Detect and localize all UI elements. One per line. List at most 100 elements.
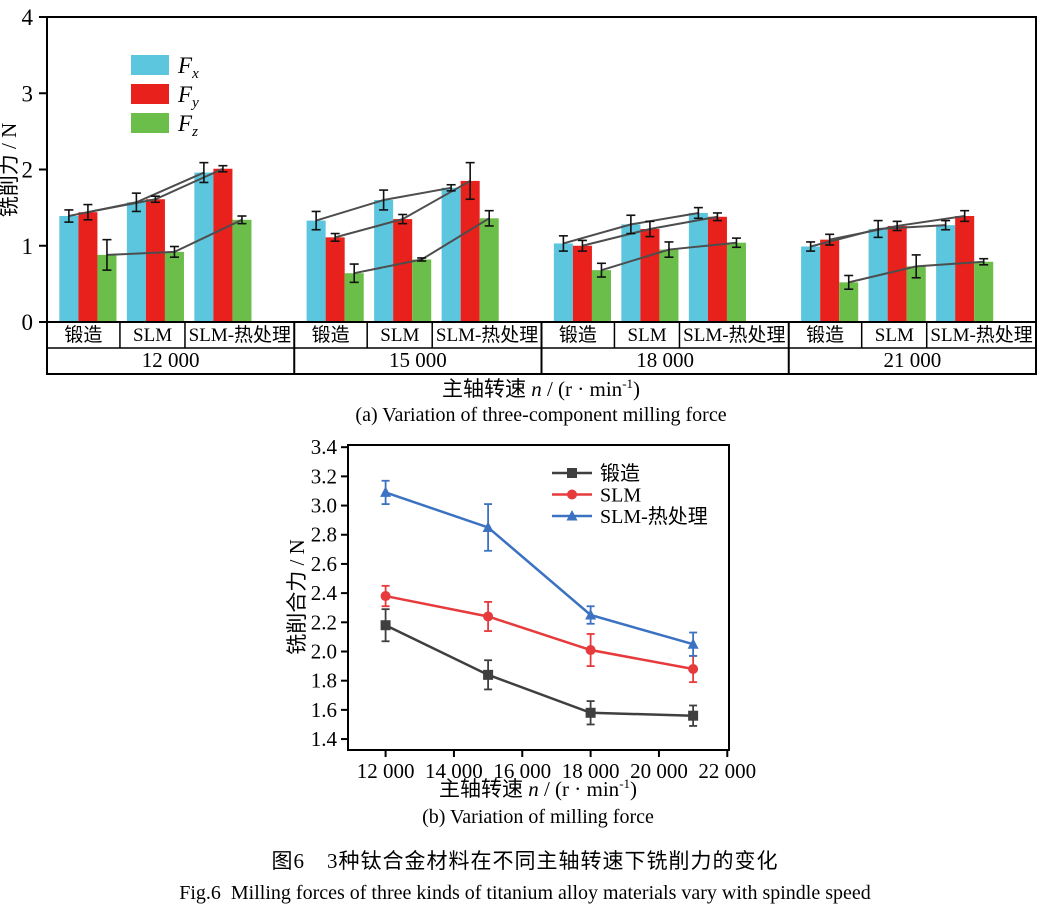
y-tick-label: 3	[22, 81, 34, 106]
material-label: SLM-热处理	[189, 324, 291, 346]
material-label: 锻造	[64, 324, 102, 346]
error-bar	[330, 232, 340, 242]
subtitle-b: (b) Variation of milling force	[422, 806, 654, 828]
bar-group-15000	[306, 161, 499, 322]
error-bar	[844, 274, 854, 291]
legend-swatch-fz	[131, 113, 169, 133]
marker-triangle	[585, 609, 597, 620]
speed-label: 18 000	[636, 348, 694, 372]
y-axis-b: 1.4 1.6 1.8 2.0 2.2 2.4 2.6 2.8 3.0 3.2 3.4	[311, 435, 348, 751]
y-tick-label: 1.6	[311, 698, 337, 722]
x-tick-label: 12 000	[357, 759, 415, 783]
error-bar	[873, 219, 883, 239]
y-tick-label: 1.4	[311, 727, 338, 751]
material-label: 锻造	[559, 324, 597, 346]
marker-square	[585, 707, 596, 718]
error-bar	[911, 254, 921, 279]
error-bar	[83, 203, 93, 221]
error-bar	[237, 215, 247, 225]
x-tick-label: 18 000	[562, 759, 620, 783]
error-bar	[465, 161, 475, 201]
bar-fy-SLM-热处理	[213, 168, 233, 322]
error-bar	[311, 210, 321, 231]
speed-label: 21 000	[884, 348, 942, 372]
bar-fy-SLM-热处理	[955, 216, 975, 322]
material-label: SLM	[380, 325, 419, 346]
error-bar	[626, 214, 636, 235]
y-tick-label: 1.8	[311, 669, 337, 693]
legend-label-fx: Fx	[177, 53, 199, 82]
bar-fz-锻造	[344, 273, 364, 322]
error-bar	[892, 220, 902, 232]
y-tick-label: 3.2	[311, 464, 337, 488]
bar-fx-锻造	[553, 243, 573, 322]
series-line	[385, 491, 694, 646]
series-SLM	[380, 584, 699, 684]
bar-fy-SLM	[393, 219, 413, 322]
legend-label-fz: Fz	[177, 111, 198, 140]
y-tick-label: 2.4	[311, 581, 338, 605]
bar-fx-锻造	[306, 220, 326, 322]
bar-group-18000	[553, 206, 746, 322]
error-bar	[64, 209, 74, 223]
x-tick-label: 14 000	[425, 759, 483, 783]
bar-fz-SLM-热处理	[974, 261, 994, 322]
y-tick-label: 2.2	[311, 610, 337, 634]
subtitle-a: (a) Variation of three-component milling…	[355, 404, 726, 426]
y-tick-label: 0	[22, 310, 34, 335]
legend-label-SLM-热处理: SLM-热处理	[600, 505, 708, 528]
bar-fz-锻造	[839, 282, 859, 322]
y-axis-title-a: 铣削力 / N	[0, 123, 21, 218]
chart-b-line: 12 000 14 000 16 000 18 000 20 000 22 0001.41…	[285, 435, 756, 828]
marker-triangle	[566, 510, 578, 521]
bar-fy-锻造	[820, 239, 840, 322]
bar-fy-SLM	[145, 199, 165, 322]
material-label: 锻造	[806, 324, 844, 346]
bar-fx-SLM-热处理	[194, 172, 214, 322]
bar-fx-锻造	[59, 216, 79, 322]
legend-swatch-fy	[131, 84, 169, 104]
x-tick-label: 20 000	[630, 759, 688, 783]
error-bar	[484, 209, 494, 227]
error-bar	[379, 189, 389, 211]
bar-fy-SLM	[887, 225, 907, 322]
error-bar	[218, 164, 228, 173]
error-bar	[131, 192, 141, 213]
error-bar	[169, 245, 179, 258]
marker-triangle	[380, 486, 392, 497]
bar-fx-SLM-热处理	[441, 187, 461, 322]
x-axis-title-a: 主轴转速 n / (r · min-1)	[442, 376, 640, 401]
marker-triangle	[687, 638, 699, 649]
error-bar	[825, 233, 835, 246]
y-tick-label: 2.8	[311, 523, 337, 547]
speed-label: 15 000	[389, 348, 447, 372]
bar-fy-SLM	[640, 228, 660, 322]
x-axis-title-b: 主轴转速 n / (r · min-1)	[439, 776, 637, 801]
material-label: 锻造	[312, 324, 350, 346]
x-tick-label: 22 000	[698, 759, 756, 783]
bar-fz-SLM	[906, 266, 926, 322]
error-bar	[349, 263, 359, 284]
bar-fx-锻造	[801, 246, 821, 322]
error-bar	[731, 237, 741, 249]
error-bar	[664, 241, 674, 258]
material-label: SLM	[133, 325, 172, 346]
bar-fx-SLM-热处理	[936, 225, 956, 322]
y-tick-label: 2.0	[311, 639, 337, 663]
bar-fz-SLM-热处理	[726, 242, 746, 322]
marker-circle	[380, 591, 391, 602]
marker-square	[567, 468, 577, 478]
series-line	[385, 594, 694, 671]
material-label: SLM	[628, 325, 667, 346]
series-SLM-热处理	[380, 479, 699, 657]
bar-fz-SLM	[659, 249, 679, 322]
material-label: SLM-热处理	[930, 324, 1032, 346]
plot-border-b	[347, 444, 730, 751]
error-bar	[199, 161, 209, 184]
error-bar	[417, 257, 427, 262]
